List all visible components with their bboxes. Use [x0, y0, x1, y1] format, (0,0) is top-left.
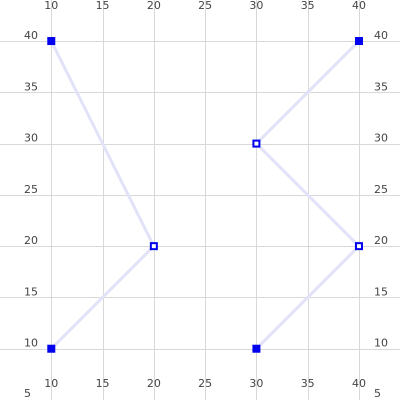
y-tick-label-left-40: 40 [24, 29, 38, 42]
y-tick-label-right-40: 40 [374, 29, 388, 42]
y-tick-label-right-30: 30 [374, 132, 388, 145]
y-tick-label-right-20: 20 [374, 234, 388, 247]
y-tick-label-left-20: 20 [24, 234, 38, 247]
y-tick-label-left-10: 10 [24, 337, 38, 350]
x-tick-label-bottom-25: 25 [198, 377, 212, 390]
x-tick-label-top-10: 10 [44, 0, 58, 12]
x-tick-label-bottom-30: 30 [249, 377, 263, 390]
x-tick-label-top-25: 25 [198, 0, 212, 12]
data-point-1 [47, 37, 56, 46]
data-point-7 [252, 344, 261, 353]
x-tick-label-bottom-20: 20 [147, 377, 161, 390]
x-tick-label-top-40: 40 [352, 0, 366, 12]
x-tick-label-top-30: 30 [249, 0, 263, 12]
connector-line-1 [49, 39, 156, 351]
data-point-6 [354, 242, 363, 251]
connector-line-2 [254, 39, 362, 351]
data-point-3 [47, 344, 56, 353]
y-tick-label-left-35: 35 [24, 80, 38, 93]
y-tick-label-left-15: 15 [24, 285, 38, 298]
data-point-4 [252, 139, 261, 148]
y-tick-label-right-15: 15 [374, 285, 388, 298]
y-tick-label-right-35: 35 [374, 80, 388, 93]
data-point-2 [149, 242, 158, 251]
x-tick-label-bottom-15: 15 [96, 377, 110, 390]
y-tick-label-right-10: 10 [374, 337, 388, 350]
y-tick-label-right-5: 5 [374, 387, 381, 400]
y-tick-label-left-30: 30 [24, 132, 38, 145]
x-tick-label-bottom-35: 35 [301, 377, 315, 390]
x-tick-label-top-35: 35 [301, 0, 315, 12]
data-point-5 [354, 37, 363, 46]
data-points [47, 37, 363, 353]
x-tick-label-top-15: 15 [96, 0, 110, 12]
x-tick-label-bottom-10: 10 [44, 377, 58, 390]
y-tick-label-left-5: 5 [24, 387, 31, 400]
x-tick-label-bottom-40: 40 [352, 377, 366, 390]
y-tick-label-left-25: 25 [24, 183, 38, 196]
tick-labels: 10 10 15 15 20 20 25 25 30 30 35 35 40 40 5 5 10 10 15 15 20… [24, 0, 388, 400]
x-tick-label-top-20: 20 [147, 0, 161, 12]
y-tick-label-right-25: 25 [374, 183, 388, 196]
